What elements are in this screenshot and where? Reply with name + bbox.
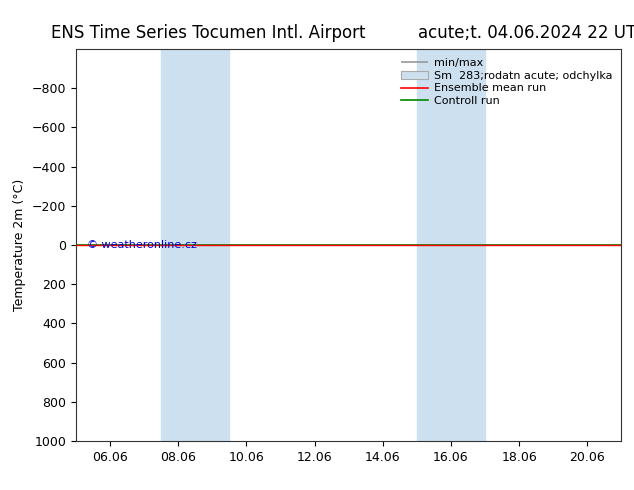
Text: © weatheronline.cz: © weatheronline.cz xyxy=(87,240,197,250)
Y-axis label: Temperature 2m (°C): Temperature 2m (°C) xyxy=(13,179,26,311)
Title: ENS Time Series Tocumen Intl. Airport          acute;t. 04.06.2024 22 UTC: ENS Time Series Tocumen Intl. Airport ac… xyxy=(51,24,634,42)
Bar xyxy=(417,49,485,441)
Legend: min/max, Sm  283;rodatn acute; odchylka, Ensemble mean run, Controll run: min/max, Sm 283;rodatn acute; odchylka, … xyxy=(398,54,616,110)
Bar xyxy=(161,49,230,441)
